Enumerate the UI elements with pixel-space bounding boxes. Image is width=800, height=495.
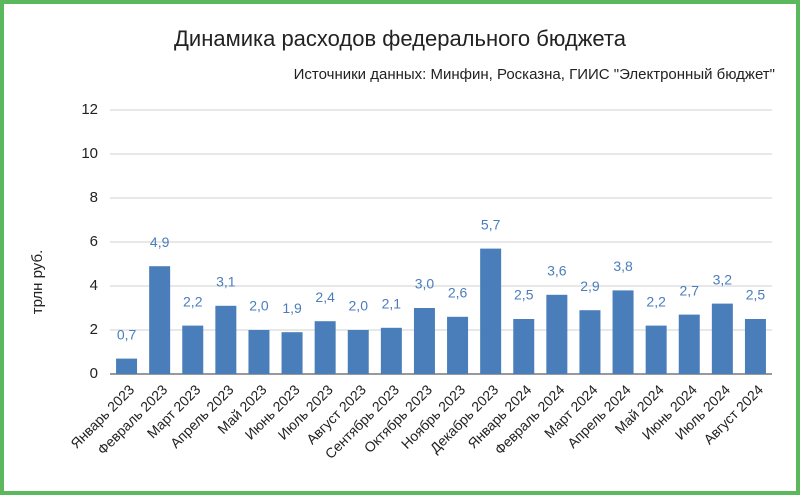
bar [116, 358, 138, 374]
value-label: 2,4 [315, 289, 335, 305]
value-label: 3,0 [415, 276, 435, 292]
value-label: 3,2 [713, 271, 733, 287]
bar [447, 316, 469, 374]
y-axis-label: трлн руб. [29, 250, 46, 315]
bar [744, 319, 766, 374]
bar [546, 294, 568, 374]
value-label: 2,0 [349, 298, 369, 314]
bar [513, 319, 535, 374]
bar [215, 305, 237, 374]
value-label: 3,8 [613, 258, 633, 274]
bar [248, 330, 270, 374]
bar [182, 325, 204, 374]
bar [380, 327, 402, 374]
value-label: 2,2 [183, 293, 203, 309]
bar [612, 290, 634, 374]
value-label: 3,6 [547, 263, 567, 279]
value-label: 1,9 [282, 300, 302, 316]
y-tick-label: 4 [90, 277, 98, 294]
bar [347, 330, 369, 374]
bar [711, 303, 733, 374]
bar [579, 310, 601, 374]
value-label: 2,9 [580, 278, 600, 294]
value-label: 3,1 [216, 274, 236, 290]
value-label: 2,2 [646, 293, 666, 309]
y-tick-label: 2 [90, 321, 98, 338]
bar [281, 332, 303, 374]
value-label: 4,9 [150, 234, 170, 250]
value-label: 2,5 [746, 287, 766, 303]
y-tick-label: 8 [90, 189, 98, 206]
chart-subtitle: Источники данных: Минфин, Росказна, ГИИС… [294, 66, 775, 83]
bar [645, 325, 667, 374]
value-label: 2,6 [448, 285, 468, 301]
value-label: 0,7 [117, 326, 137, 342]
bar [678, 314, 700, 374]
value-label: 2,7 [680, 282, 700, 298]
bar [480, 248, 502, 374]
bar [314, 321, 336, 374]
chart-title: Динамика расходов федерального бюджета [174, 26, 627, 51]
bar [413, 308, 435, 374]
y-tick-label: 12 [81, 101, 98, 118]
value-label: 2,5 [514, 287, 534, 303]
bar [149, 266, 171, 374]
y-tick-label: 10 [81, 145, 98, 162]
y-tick-label: 6 [90, 233, 98, 250]
value-label: 2,1 [382, 296, 402, 312]
y-tick-label: 0 [90, 365, 98, 382]
value-label: 2,0 [249, 298, 269, 314]
value-label: 5,7 [481, 216, 501, 232]
